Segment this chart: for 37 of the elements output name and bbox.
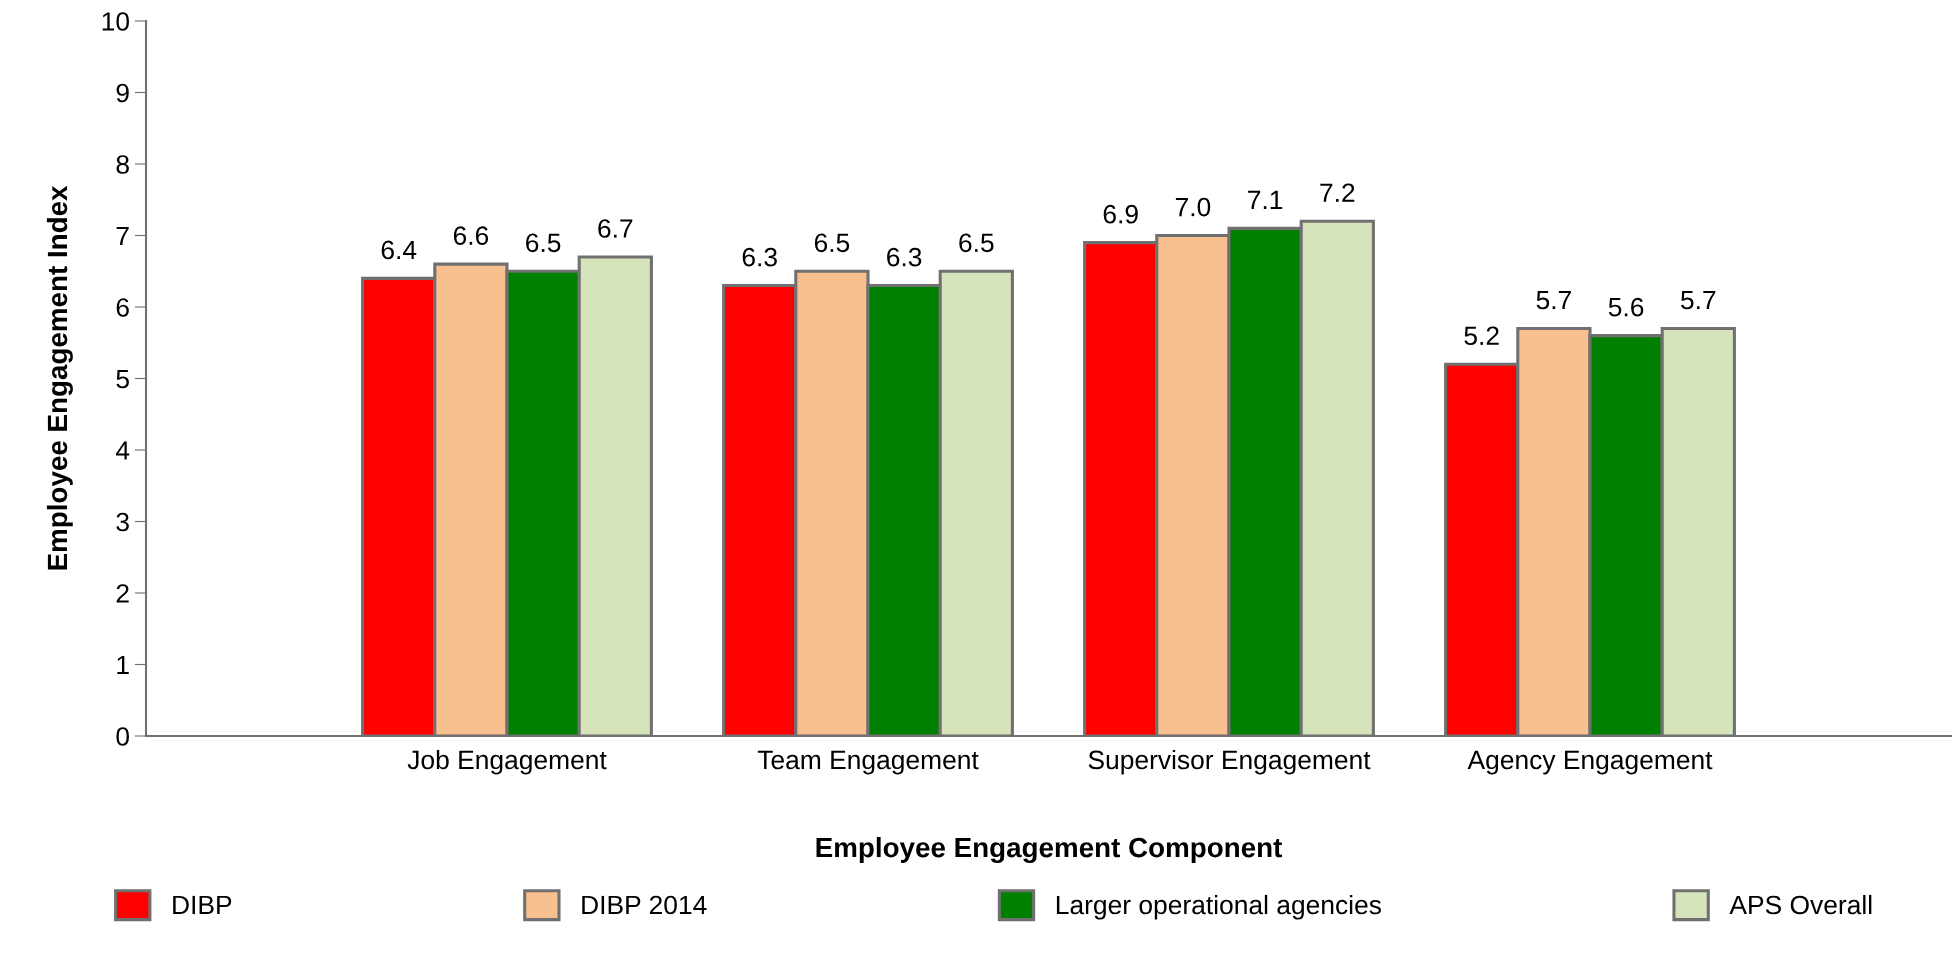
- y-tick-label: 4: [115, 441, 130, 460]
- data-label: 6.6: [453, 226, 489, 245]
- y-tick-label: 9: [116, 83, 129, 103]
- y-tick-label: 5: [116, 369, 129, 389]
- y-tick-label: 7: [116, 226, 129, 246]
- y-tick-label: 10: [102, 12, 129, 31]
- data-label: 7.0: [1175, 197, 1211, 217]
- y-tick-label: 2: [116, 584, 129, 603]
- data-label: 6.9: [1103, 204, 1138, 224]
- data-label: 6.5: [526, 233, 561, 253]
- x-tick-label: Agency Engagement: [1467, 750, 1713, 775]
- data-label: 7.2: [1320, 183, 1355, 202]
- legend-label: Larger operational agencies: [1056, 894, 1381, 920]
- data-label: 6.3: [742, 247, 777, 267]
- data-label: 5.7: [1681, 290, 1716, 310]
- x-tick-label: Team Engagement: [757, 750, 979, 775]
- data-label: 5.2: [1464, 326, 1499, 346]
- x-tick-label: Job Engagement: [407, 749, 607, 775]
- y-axis-title: Employee Engagement Index: [46, 185, 73, 570]
- y-tick-label: 0: [116, 727, 129, 746]
- data-label: 6.5: [814, 233, 850, 253]
- y-tick-label: 6: [116, 298, 129, 317]
- legend-label: DIBP: [173, 895, 232, 915]
- x-tick-label: Supervisor Engagement: [1088, 749, 1371, 775]
- data-label: 6.5: [959, 233, 994, 253]
- y-tick-label: 3: [116, 512, 129, 532]
- data-label: 7.1: [1248, 190, 1283, 209]
- data-label: 6.7: [598, 219, 633, 238]
- legend-label: APS Overall: [1729, 894, 1872, 915]
- legend-label: DIBP 2014: [582, 895, 707, 915]
- data-label: 6.3: [887, 247, 922, 267]
- y-tick-label: 8: [116, 155, 129, 174]
- x-axis-title: Employee Engagement Component: [816, 836, 1282, 863]
- data-label: 5.6: [1608, 297, 1644, 317]
- y-tick-label: 1: [117, 655, 129, 675]
- data-label: 5.7: [1536, 290, 1571, 310]
- data-label: 6.4: [381, 240, 417, 260]
